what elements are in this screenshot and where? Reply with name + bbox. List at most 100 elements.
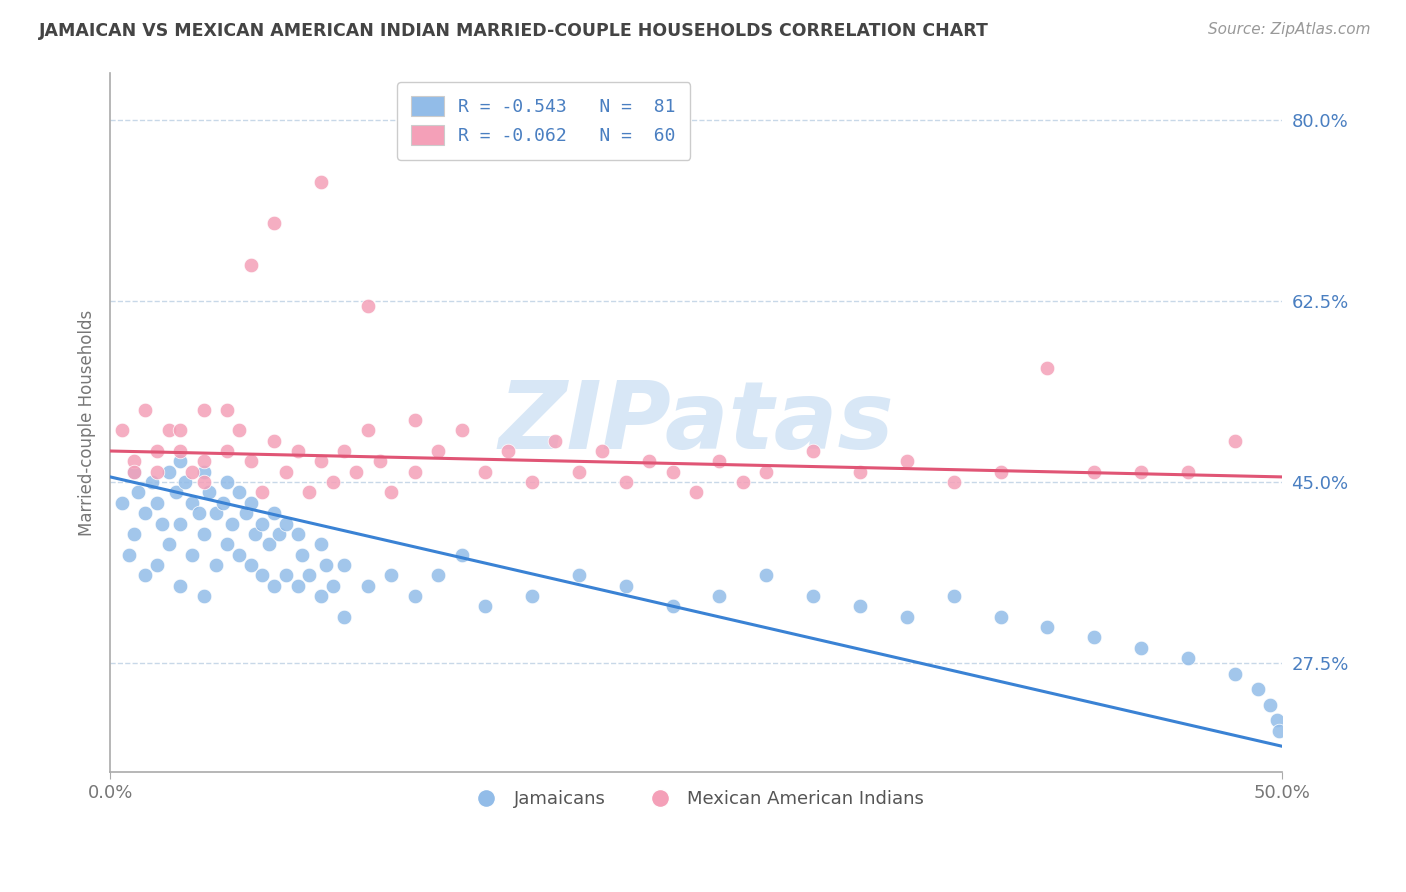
Point [380,485,402,500]
Point [309,454,332,468]
Point [193,475,215,489]
Point [544,434,567,448]
Point [368,454,391,468]
Point [1177,651,1199,665]
Point [404,589,426,603]
Point [267,527,290,541]
Point [263,579,285,593]
Point [204,558,226,572]
Point [498,444,520,458]
Point [333,444,356,458]
Point [1177,465,1199,479]
Point [122,465,145,479]
Point [896,454,918,468]
Point [197,485,219,500]
Y-axis label: Married-couple Households: Married-couple Households [79,310,96,536]
Point [942,589,965,603]
Point [287,579,309,593]
Point [661,599,683,614]
Point [193,527,215,541]
Point [228,423,250,437]
Point [357,579,380,593]
Point [134,402,156,417]
Point [193,589,215,603]
Point [380,568,402,582]
Point [169,454,191,468]
Point [181,548,204,562]
Point [450,548,472,562]
Point [181,465,204,479]
Point [169,423,191,437]
Point [333,609,356,624]
Point [141,475,163,489]
Point [661,465,683,479]
Point [298,485,321,500]
Point [181,496,204,510]
Point [309,175,332,189]
Point [474,599,496,614]
Point [1130,465,1153,479]
Point [252,516,274,531]
Point [259,537,281,551]
Point [228,548,250,562]
Point [990,609,1012,624]
Point [731,475,754,489]
Point [291,548,314,562]
Point [252,568,274,582]
Point [709,589,731,603]
Point [122,527,145,541]
Point [404,465,426,479]
Point [263,216,285,230]
Point [146,496,169,510]
Point [204,506,226,520]
Point [122,454,145,468]
Point [146,465,169,479]
Point [614,475,637,489]
Point [298,568,321,582]
Point [111,423,134,437]
Point [344,465,367,479]
Point [134,568,156,582]
Point [1258,698,1281,712]
Legend: Jamaicans, Mexican American Indians: Jamaicans, Mexican American Indians [461,783,931,815]
Point [1223,666,1246,681]
Point [239,258,262,272]
Point [169,579,191,593]
Point [849,465,872,479]
Text: Source: ZipAtlas.com: Source: ZipAtlas.com [1208,22,1371,37]
Point [157,465,180,479]
Point [274,516,297,531]
Point [188,506,211,520]
Point [287,527,309,541]
Point [239,558,262,572]
Point [1036,361,1059,376]
Point [709,454,731,468]
Point [174,475,197,489]
Text: ZIPatas: ZIPatas [498,376,894,468]
Point [1265,713,1288,727]
Point [165,485,187,500]
Point [685,485,707,500]
Point [287,444,309,458]
Point [228,485,250,500]
Point [474,465,496,479]
Point [217,537,239,551]
Point [118,548,141,562]
Point [357,423,380,437]
Point [263,506,285,520]
Point [193,402,215,417]
Point [990,465,1012,479]
Point [122,465,145,479]
Point [309,589,332,603]
Point [252,485,274,500]
Point [239,496,262,510]
Point [520,589,543,603]
Point [1223,434,1246,448]
Point [127,485,149,500]
Point [755,465,778,479]
Point [157,423,180,437]
Point [427,568,450,582]
Point [1247,682,1270,697]
Point [568,568,591,582]
Point [591,444,613,458]
